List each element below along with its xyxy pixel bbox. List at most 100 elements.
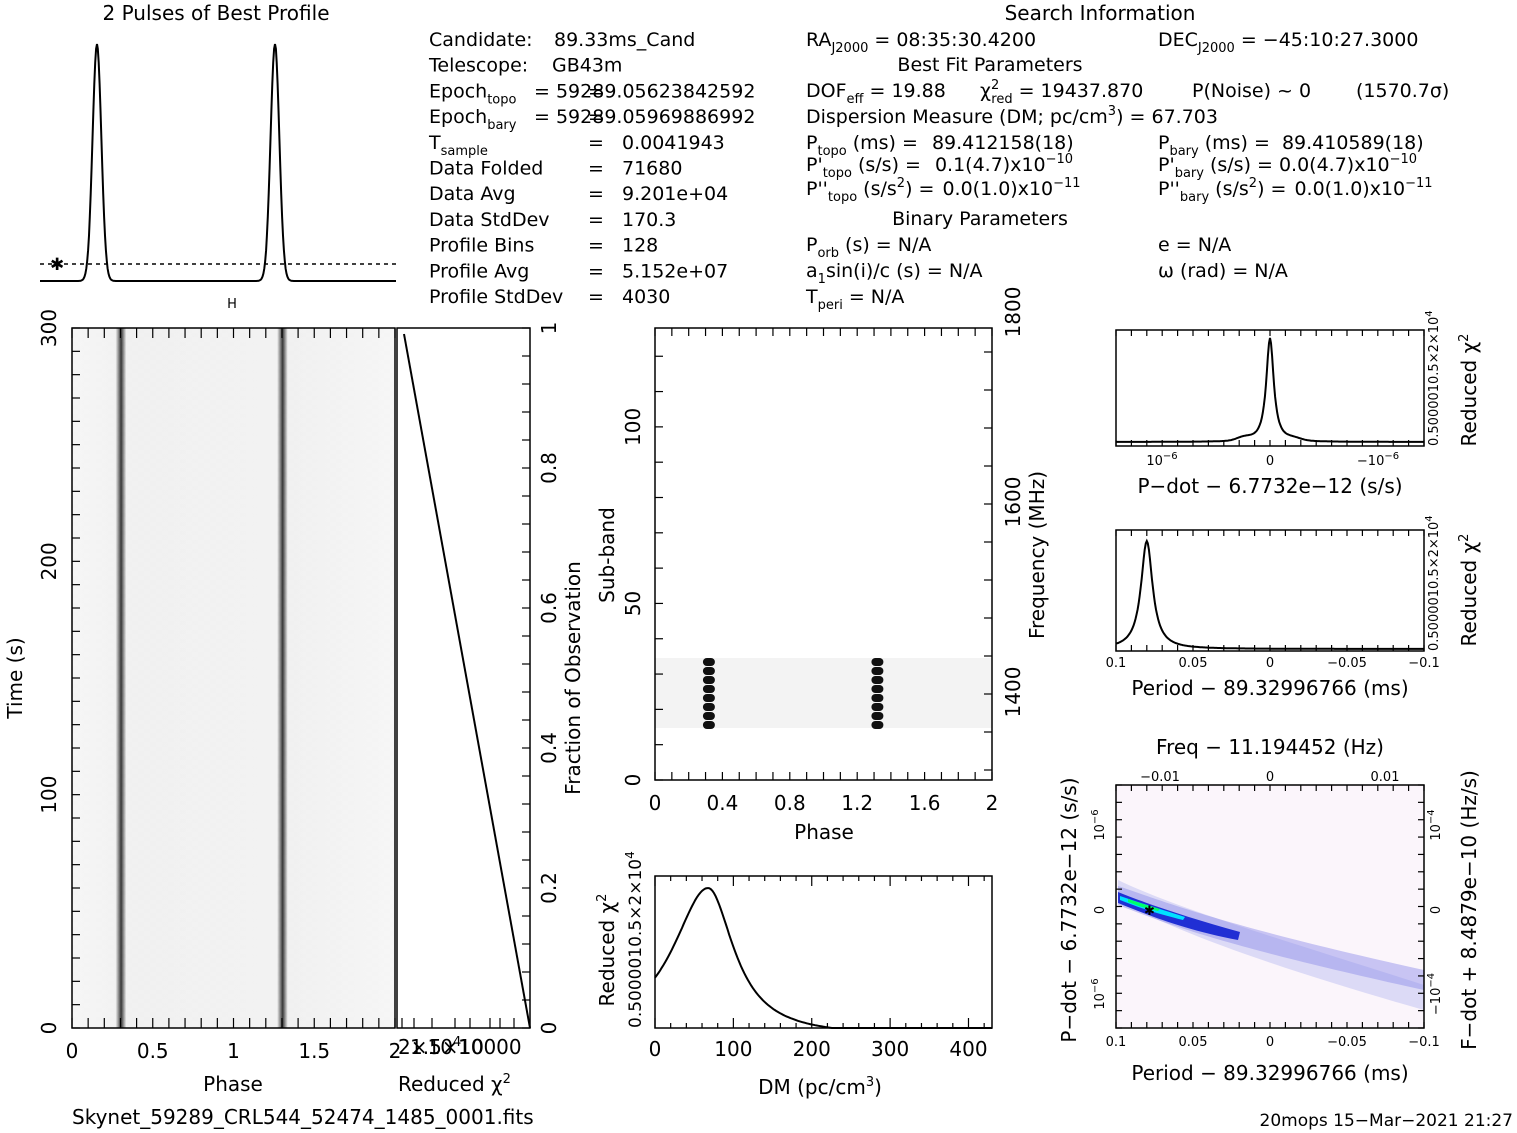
subband-ylabel: Sub-band xyxy=(595,507,619,603)
info-row-separator: = xyxy=(588,158,604,180)
svg-text:DM (pc/cm3): DM (pc/cm3) xyxy=(758,1075,882,1099)
profile-baseline-marker: ✱ xyxy=(50,255,64,275)
freq-tick-label: 0.01 xyxy=(1371,770,1400,785)
subband-pulse-segment xyxy=(702,703,715,711)
svg-text:0.5000010.5×2×104: 0.5000010.5×2×104 xyxy=(623,851,646,1028)
subband-pulse-segment xyxy=(871,685,884,693)
info-row-label: Telescope: xyxy=(428,55,528,77)
info-row-value: 170.3 xyxy=(622,209,676,231)
binary-title: Binary Parameters xyxy=(892,208,1068,230)
period-xlabel: Period − 89.32996766 (ms) xyxy=(1131,676,1408,700)
svg-text:e = N/A: e = N/A xyxy=(1158,234,1231,256)
info-row-label: Epochbary xyxy=(429,106,517,133)
dm-x-tick-label: 0 xyxy=(649,1037,662,1061)
subband-x-tick-label: 1.6 xyxy=(909,791,941,815)
pp-x-tick-label: 0 xyxy=(1266,1035,1274,1050)
info-row-value: 0.0041943 xyxy=(622,132,725,154)
pdot-xlabel: P−dot − 6.7732e−12 (s/s) xyxy=(1137,474,1402,498)
fits-filename: Skynet_59289_CRL544_52474_1485_0001.fits xyxy=(72,1105,534,1129)
fraction-tick-label: 0.8 xyxy=(537,452,561,484)
svg-text:a1sin(i)/c (s) = N/A: a1sin(i)/c (s) = N/A xyxy=(806,260,982,287)
fraction-tick-label: 1 xyxy=(537,322,561,335)
svg-text:Tperi= N/A: Tperi = N/A xyxy=(805,286,904,313)
time-phase-y-tick-label: 0 xyxy=(37,1022,61,1035)
fdot-tick-label: −10−4 xyxy=(1426,973,1444,1015)
svg-text:DOFeff= 19.88: DOFeff = 19.88 xyxy=(806,80,946,107)
info-row-label: Data StdDev xyxy=(429,209,550,231)
profile-curve xyxy=(40,43,396,282)
redchi-time-curve xyxy=(403,333,531,1029)
redchi-time-plot: 0 0.2 0.4 0.6 0.8 1 2×104 1.5×10 10000 Reduce… xyxy=(396,322,585,1096)
time-phase-y-tick-label: 200 xyxy=(37,542,61,580)
subband-x-tick-label: 1.2 xyxy=(841,791,873,815)
svg-text:P(Noise) ~ 0: P(Noise) ~ 0 xyxy=(1192,80,1311,102)
pdot-plot: 10−6 0 −10−6 P−dot − 6.7732e−12 (s/s) Redu… xyxy=(1115,310,1481,498)
info-row-separator: = xyxy=(588,209,604,231)
subband-pulse-segment xyxy=(871,703,884,711)
svg-text:0.5000010.5×2×104: 0.5000010.5×2×104 xyxy=(1424,310,1442,446)
period-x-tick-label: 0 xyxy=(1266,656,1274,671)
info-row-separator: = xyxy=(588,106,604,128)
pdot-curve xyxy=(1116,337,1424,443)
time-phase-y-tick-label: 100 xyxy=(37,776,61,814)
info-row-value: 89.33ms_Cand xyxy=(554,29,695,51)
subband-pulse-segment xyxy=(871,712,884,720)
subband-pulse-segment xyxy=(871,676,884,684)
time-phase-ylabel: Time (s) xyxy=(3,637,27,719)
subband-pulse-segment xyxy=(702,694,715,702)
harmonic-marker: H xyxy=(227,297,237,312)
svg-text:P''bary(s/s2) =0.0(1.0)x10−11: P''bary (s/s2) = 0.0(1.0)x10−11 xyxy=(1158,176,1433,205)
time-phase-heatmap xyxy=(72,328,395,1028)
pdot-x-tick-label: 10−6 xyxy=(1146,451,1177,469)
subband-y-tick-label: 50 xyxy=(621,591,645,616)
svg-text:Pbary(ms) =89.410589(18): Pbary (ms) = 89.410589(18) xyxy=(1158,132,1424,159)
svg-text:Porb(s) = N/A: Porb (s) = N/A xyxy=(806,234,931,261)
svg-text:(1570.7σ): (1570.7σ) xyxy=(1356,80,1449,102)
pp-y-tick-label: 10−6 xyxy=(1090,809,1108,840)
dm-x-tick-label: 300 xyxy=(871,1037,909,1061)
fraction-tick-label: 0.2 xyxy=(537,872,561,904)
subband-pulse-segment xyxy=(702,658,715,666)
time-phase-x-tick-label: 0 xyxy=(66,1039,79,1063)
period-frame xyxy=(1115,529,1425,652)
pdot-frame xyxy=(1115,329,1425,447)
svg-text:ω (rad) = N/A: ω (rad) = N/A xyxy=(1158,260,1288,282)
subband-pulse-segment xyxy=(702,712,715,720)
info-row-value: 9.201e+04 xyxy=(622,183,728,205)
fraction-tick-label: 0.6 xyxy=(537,592,561,624)
info-row-value: GB43m xyxy=(552,55,622,77)
info-row-value: 128 xyxy=(622,235,658,257)
pp-x-tick-label: 0.1 xyxy=(1106,1035,1127,1050)
time-phase-x-tick-label: 0.5 xyxy=(137,1039,169,1063)
pp-dot-outer-band xyxy=(1118,886,1424,990)
subband-y-tick-label: 100 xyxy=(621,408,645,446)
info-row-label: Epochtopo xyxy=(429,80,516,107)
freq-tick-label: 0 xyxy=(1266,770,1274,785)
subband-x-tick-label: 0.4 xyxy=(706,791,738,815)
pp-dot-best-marker: ✱ xyxy=(1144,904,1155,919)
period-plot: 0.1 0.05 0 −0.05 −0.1 Period − 89.32996766 (… xyxy=(1106,515,1481,700)
search-info-middle: RAJ2000 = 08:35:30.4200 DECJ2000 = −45:10:… xyxy=(805,29,1449,313)
search-info-title: Search Information xyxy=(1005,1,1196,25)
period-x-tick-label: 0.1 xyxy=(1106,656,1127,671)
fraction-tick-label: 0 xyxy=(537,1022,561,1035)
svg-text:P'topo(s/s) =0.1(4.7)x10−10: P'topo (s/s) = 0.1(4.7)x10−10 xyxy=(806,152,1073,181)
pp-dot-faint-band xyxy=(1118,880,1424,1010)
dm-plot: 0 100 200 300 400 DM (pc/cm3) Reduced χ2 0.5… xyxy=(595,851,993,1099)
time-phase-plot: 0 0.5 1 1.5 2 0 100 200 300 H Phase Time (s) xyxy=(3,297,401,1096)
info-row-value: = 59289.05969886992 xyxy=(534,106,755,128)
dm-curve xyxy=(654,887,992,1029)
dm-x-tick-label: 200 xyxy=(793,1037,831,1061)
time-phase-y-tick-label: 300 xyxy=(37,309,61,347)
dm-x-tick-label: 400 xyxy=(949,1037,987,1061)
profile-plot: ✱ xyxy=(40,43,396,282)
time-phase-x-tick-label: 2 xyxy=(389,1039,402,1063)
pdot-x-tick-label: −10−6 xyxy=(1357,451,1399,469)
best-fit-title: Best Fit Parameters xyxy=(897,54,1082,76)
pp-y-tick-label: 0 xyxy=(1093,906,1108,914)
svg-text:Reduced χ2: Reduced χ2 xyxy=(1457,334,1481,447)
info-row-value: 5.152e+07 xyxy=(622,260,728,282)
fdot-tick-label: 10−4 xyxy=(1426,809,1444,840)
info-row-separator: = xyxy=(588,132,604,154)
info-row-label: Profile Avg xyxy=(429,260,529,282)
